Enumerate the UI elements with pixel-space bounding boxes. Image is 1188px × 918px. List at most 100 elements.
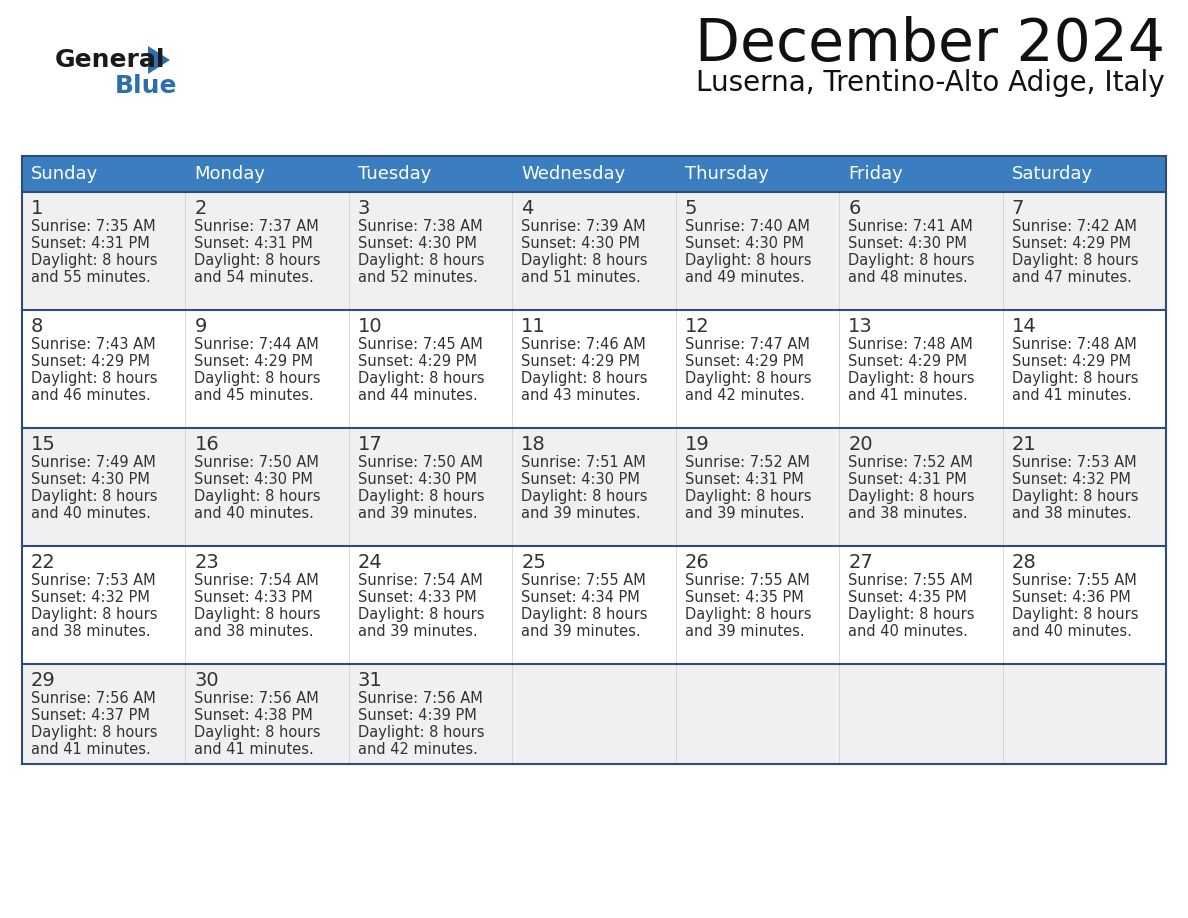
Bar xyxy=(512,546,676,664)
Text: Sunset: 4:31 PM: Sunset: 4:31 PM xyxy=(684,472,803,487)
Text: Daylight: 8 hours: Daylight: 8 hours xyxy=(195,371,321,386)
Text: 8: 8 xyxy=(31,317,44,336)
Text: Daylight: 8 hours: Daylight: 8 hours xyxy=(522,371,647,386)
Text: Daylight: 8 hours: Daylight: 8 hours xyxy=(1011,371,1138,386)
Text: Thursday: Thursday xyxy=(684,165,769,183)
Text: 6: 6 xyxy=(848,199,860,218)
Bar xyxy=(1003,192,1165,310)
Text: Sunrise: 7:48 AM: Sunrise: 7:48 AM xyxy=(1011,337,1136,352)
Text: Sunset: 4:30 PM: Sunset: 4:30 PM xyxy=(522,236,640,251)
Text: Sunset: 4:39 PM: Sunset: 4:39 PM xyxy=(358,708,476,723)
Bar xyxy=(676,664,839,764)
Text: and 40 minutes.: and 40 minutes. xyxy=(848,624,968,639)
Text: 2: 2 xyxy=(195,199,207,218)
Bar xyxy=(512,664,676,764)
Text: Daylight: 8 hours: Daylight: 8 hours xyxy=(31,489,158,504)
Text: Sunset: 4:31 PM: Sunset: 4:31 PM xyxy=(848,472,967,487)
Text: 23: 23 xyxy=(195,553,219,572)
Text: 30: 30 xyxy=(195,671,219,690)
Text: Daylight: 8 hours: Daylight: 8 hours xyxy=(522,607,647,622)
Bar xyxy=(676,192,839,310)
Text: Daylight: 8 hours: Daylight: 8 hours xyxy=(195,489,321,504)
Text: 9: 9 xyxy=(195,317,207,336)
Text: Sunrise: 7:43 AM: Sunrise: 7:43 AM xyxy=(31,337,156,352)
Bar xyxy=(839,546,1003,664)
Bar xyxy=(1003,428,1165,546)
Text: Daylight: 8 hours: Daylight: 8 hours xyxy=(195,725,321,740)
Text: 15: 15 xyxy=(31,435,56,454)
Text: 29: 29 xyxy=(31,671,56,690)
Text: Sunrise: 7:56 AM: Sunrise: 7:56 AM xyxy=(195,691,320,706)
Text: Sunset: 4:35 PM: Sunset: 4:35 PM xyxy=(684,590,803,605)
Text: Sunrise: 7:47 AM: Sunrise: 7:47 AM xyxy=(684,337,809,352)
Text: and 55 minutes.: and 55 minutes. xyxy=(31,270,151,285)
Text: 4: 4 xyxy=(522,199,533,218)
Text: Sunrise: 7:35 AM: Sunrise: 7:35 AM xyxy=(31,219,156,234)
Text: 26: 26 xyxy=(684,553,709,572)
Text: and 38 minutes.: and 38 minutes. xyxy=(1011,506,1131,521)
Text: 10: 10 xyxy=(358,317,383,336)
Text: Daylight: 8 hours: Daylight: 8 hours xyxy=(195,607,321,622)
Text: Sunrise: 7:50 AM: Sunrise: 7:50 AM xyxy=(358,455,482,470)
Text: and 54 minutes.: and 54 minutes. xyxy=(195,270,314,285)
Bar xyxy=(1003,546,1165,664)
Text: 7: 7 xyxy=(1011,199,1024,218)
Text: Sunset: 4:29 PM: Sunset: 4:29 PM xyxy=(358,354,476,369)
Text: Sunrise: 7:55 AM: Sunrise: 7:55 AM xyxy=(522,573,646,588)
Text: 1: 1 xyxy=(31,199,44,218)
Text: 13: 13 xyxy=(848,317,873,336)
Text: 19: 19 xyxy=(684,435,709,454)
Text: Sunrise: 7:39 AM: Sunrise: 7:39 AM xyxy=(522,219,646,234)
Text: 5: 5 xyxy=(684,199,697,218)
Text: and 52 minutes.: and 52 minutes. xyxy=(358,270,478,285)
Text: and 43 minutes.: and 43 minutes. xyxy=(522,388,640,403)
Text: Sunset: 4:30 PM: Sunset: 4:30 PM xyxy=(31,472,150,487)
Bar xyxy=(839,310,1003,428)
Text: Sunset: 4:37 PM: Sunset: 4:37 PM xyxy=(31,708,150,723)
Bar xyxy=(512,192,676,310)
Bar xyxy=(23,664,185,764)
Text: Sunset: 4:29 PM: Sunset: 4:29 PM xyxy=(31,354,150,369)
Bar xyxy=(512,156,676,192)
Bar xyxy=(349,156,512,192)
Text: Sunset: 4:31 PM: Sunset: 4:31 PM xyxy=(195,236,314,251)
Bar xyxy=(349,192,512,310)
Text: Sunset: 4:29 PM: Sunset: 4:29 PM xyxy=(1011,354,1131,369)
Text: Daylight: 8 hours: Daylight: 8 hours xyxy=(1011,607,1138,622)
Text: 22: 22 xyxy=(31,553,56,572)
Text: 3: 3 xyxy=(358,199,371,218)
Text: Daylight: 8 hours: Daylight: 8 hours xyxy=(358,725,485,740)
Text: Sunset: 4:30 PM: Sunset: 4:30 PM xyxy=(358,236,476,251)
Bar xyxy=(839,664,1003,764)
Text: Sunset: 4:30 PM: Sunset: 4:30 PM xyxy=(195,472,314,487)
Text: Sunrise: 7:56 AM: Sunrise: 7:56 AM xyxy=(31,691,156,706)
Text: Daylight: 8 hours: Daylight: 8 hours xyxy=(848,371,974,386)
Text: Monday: Monday xyxy=(195,165,265,183)
Text: Sunset: 4:33 PM: Sunset: 4:33 PM xyxy=(195,590,314,605)
Text: Sunset: 4:30 PM: Sunset: 4:30 PM xyxy=(684,236,803,251)
Text: and 51 minutes.: and 51 minutes. xyxy=(522,270,642,285)
Text: and 39 minutes.: and 39 minutes. xyxy=(522,624,640,639)
Text: Sunrise: 7:48 AM: Sunrise: 7:48 AM xyxy=(848,337,973,352)
Text: Sunrise: 7:42 AM: Sunrise: 7:42 AM xyxy=(1011,219,1137,234)
Text: and 41 minutes.: and 41 minutes. xyxy=(848,388,968,403)
Text: and 40 minutes.: and 40 minutes. xyxy=(1011,624,1131,639)
Text: and 41 minutes.: and 41 minutes. xyxy=(195,742,314,757)
Bar xyxy=(23,310,185,428)
Text: Daylight: 8 hours: Daylight: 8 hours xyxy=(684,253,811,268)
Text: Daylight: 8 hours: Daylight: 8 hours xyxy=(522,489,647,504)
Text: Sunrise: 7:45 AM: Sunrise: 7:45 AM xyxy=(358,337,482,352)
Text: Sunrise: 7:55 AM: Sunrise: 7:55 AM xyxy=(1011,573,1136,588)
Text: Sunrise: 7:49 AM: Sunrise: 7:49 AM xyxy=(31,455,156,470)
Text: Daylight: 8 hours: Daylight: 8 hours xyxy=(1011,253,1138,268)
Bar xyxy=(512,310,676,428)
Bar xyxy=(1003,156,1165,192)
Bar xyxy=(676,156,839,192)
Text: Sunset: 4:29 PM: Sunset: 4:29 PM xyxy=(1011,236,1131,251)
Text: and 40 minutes.: and 40 minutes. xyxy=(31,506,151,521)
Text: Sunrise: 7:56 AM: Sunrise: 7:56 AM xyxy=(358,691,482,706)
Text: and 44 minutes.: and 44 minutes. xyxy=(358,388,478,403)
Bar xyxy=(185,156,349,192)
Text: Sunrise: 7:38 AM: Sunrise: 7:38 AM xyxy=(358,219,482,234)
Text: and 49 minutes.: and 49 minutes. xyxy=(684,270,804,285)
